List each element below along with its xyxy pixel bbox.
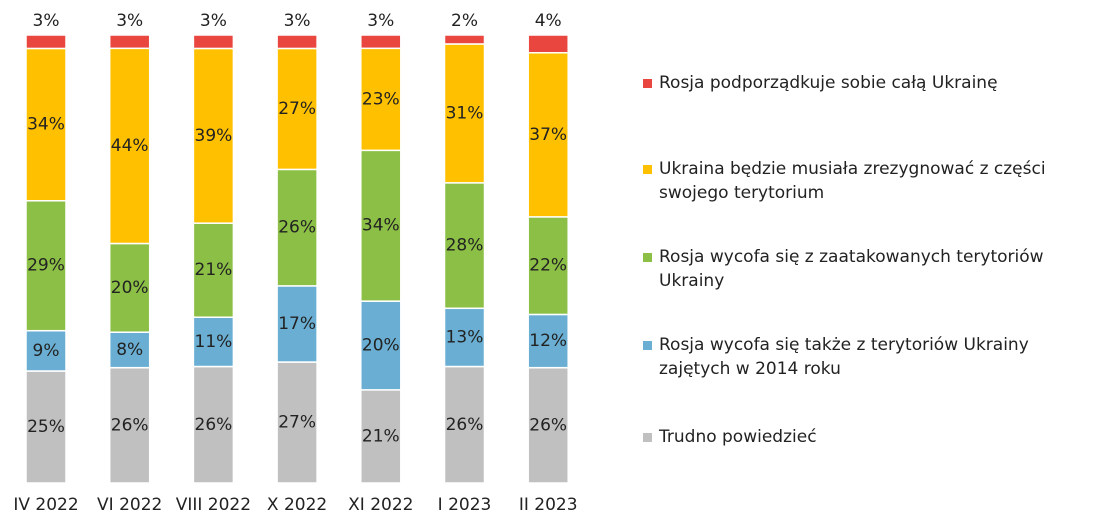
legend-swatch xyxy=(643,165,652,174)
data-label: 44% xyxy=(111,136,149,156)
data-label: 20% xyxy=(111,278,149,298)
legend-item: Rosja wycofa się z zaatakowanych terytor… xyxy=(640,245,1095,293)
bar-segment xyxy=(192,316,235,368)
data-label: 3% xyxy=(284,11,311,31)
data-label: 34% xyxy=(362,216,400,236)
legend-item: Rosja wycofa się także z terytoriów Ukra… xyxy=(640,333,1095,381)
x-tick-label: XI 2022 xyxy=(348,495,413,515)
bar-segment xyxy=(108,47,151,245)
bar-segment xyxy=(360,149,402,302)
bar-segment xyxy=(108,366,151,484)
data-label: 25% xyxy=(27,417,65,437)
bar-segment xyxy=(443,43,486,184)
bar-segment xyxy=(276,285,318,363)
data-label: 26% xyxy=(446,415,484,435)
data-label: 2% xyxy=(451,11,478,31)
legend-label: Trudno powiedzieć xyxy=(659,427,817,447)
bar-segment xyxy=(360,47,402,152)
bar-segment xyxy=(192,34,235,50)
bar-segment xyxy=(192,222,235,318)
bar-segment xyxy=(527,366,569,484)
legend-swatch xyxy=(643,433,652,442)
data-label: 22% xyxy=(529,256,567,276)
legend-swatch xyxy=(643,253,652,262)
x-tick-label: IV 2022 xyxy=(13,495,78,515)
x-tick-label: I 2023 xyxy=(438,495,492,515)
data-label: 26% xyxy=(278,218,316,238)
data-label: 9% xyxy=(33,341,60,361)
data-label: 21% xyxy=(362,426,400,446)
data-label: 3% xyxy=(33,11,60,31)
data-label: 37% xyxy=(529,125,567,145)
bar-segment xyxy=(276,361,318,484)
data-label: 39% xyxy=(195,126,233,146)
bar-segment xyxy=(360,300,402,391)
bar-segment xyxy=(108,242,151,333)
bar-segment xyxy=(527,34,569,54)
bar-segment xyxy=(443,365,486,484)
bar-segment xyxy=(108,331,151,369)
legend-item: Trudno powiedzieć xyxy=(640,425,1095,449)
data-label: 3% xyxy=(367,11,394,31)
legend-label: Rosja wycofa się z zaatakowanych terytor… xyxy=(659,247,1044,291)
legend-label: Rosja podporządkuje sobie całą Ukrainę xyxy=(659,73,998,93)
data-label: 20% xyxy=(362,335,400,355)
data-label: 26% xyxy=(195,415,233,435)
data-label: 17% xyxy=(278,314,316,334)
data-label: 12% xyxy=(529,331,567,351)
data-label: 31% xyxy=(446,103,484,123)
data-label: 27% xyxy=(278,99,316,119)
data-label: 29% xyxy=(27,256,65,276)
bar-segment xyxy=(25,47,67,202)
data-label: 4% xyxy=(535,11,562,31)
legend-item: Ukraina będzie musiała zrezygnować z czę… xyxy=(640,157,1095,205)
bar-segment xyxy=(25,329,67,372)
bar-segment xyxy=(276,34,318,50)
bar-segment xyxy=(360,34,402,50)
x-tick-label: VIII 2022 xyxy=(176,495,251,515)
bar-segment xyxy=(192,365,235,484)
x-tick-label: II 2023 xyxy=(519,495,578,515)
legend-item: Rosja podporządkuje sobie całą Ukrainę xyxy=(640,71,1095,95)
data-label: 21% xyxy=(195,260,233,280)
legend-swatch xyxy=(643,341,652,350)
data-label: 11% xyxy=(195,332,233,352)
legend-swatch xyxy=(643,79,652,88)
data-label: 3% xyxy=(116,11,143,31)
data-label: 13% xyxy=(446,327,484,347)
data-label: 26% xyxy=(529,415,567,435)
data-label: 28% xyxy=(446,236,484,256)
x-tick-label: X 2022 xyxy=(267,495,327,515)
bar-segment xyxy=(527,51,569,218)
data-label: 27% xyxy=(278,413,316,433)
bar-segment xyxy=(108,34,151,50)
data-label: 23% xyxy=(362,89,400,109)
data-label: 26% xyxy=(111,415,149,435)
legend-label: Rosja wycofa się także z terytoriów Ukra… xyxy=(659,335,1029,379)
data-label: 3% xyxy=(200,11,227,31)
x-tick-label: VI 2022 xyxy=(97,495,162,515)
bar-segment xyxy=(443,34,486,45)
bar-segment xyxy=(25,34,67,50)
bar-segment xyxy=(527,216,569,316)
data-label: 8% xyxy=(116,340,143,360)
legend-label: Ukraina będzie musiała zrezygnować z czę… xyxy=(659,159,1046,203)
bar-segment xyxy=(527,313,569,369)
data-label: 34% xyxy=(27,115,65,135)
